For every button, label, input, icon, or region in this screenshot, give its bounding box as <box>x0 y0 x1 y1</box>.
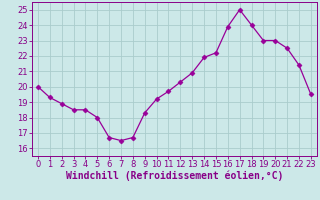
X-axis label: Windchill (Refroidissement éolien,°C): Windchill (Refroidissement éolien,°C) <box>66 171 283 181</box>
